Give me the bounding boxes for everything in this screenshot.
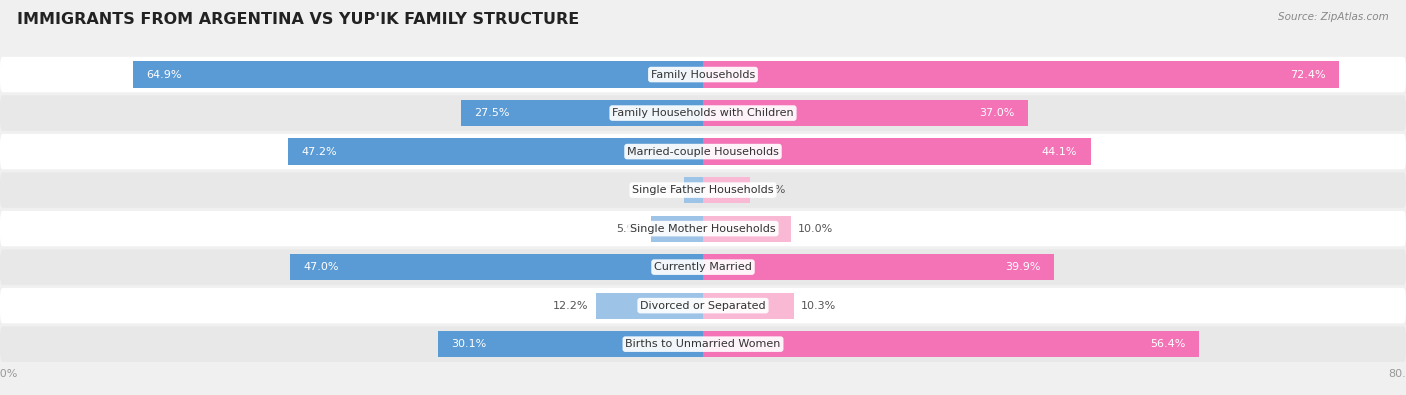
Text: Married-couple Households: Married-couple Households	[627, 147, 779, 156]
Text: Family Households with Children: Family Households with Children	[612, 108, 794, 118]
Text: Currently Married: Currently Married	[654, 262, 752, 272]
Text: 5.9%: 5.9%	[616, 224, 644, 233]
FancyBboxPatch shape	[0, 57, 1406, 92]
Text: Source: ZipAtlas.com: Source: ZipAtlas.com	[1278, 12, 1389, 22]
FancyBboxPatch shape	[0, 288, 1406, 324]
Text: 27.5%: 27.5%	[475, 108, 510, 118]
Text: IMMIGRANTS FROM ARGENTINA VS YUP'IK FAMILY STRUCTURE: IMMIGRANTS FROM ARGENTINA VS YUP'IK FAMI…	[17, 12, 579, 27]
Bar	[439, 331, 703, 357]
Text: 39.9%: 39.9%	[1005, 262, 1040, 272]
FancyBboxPatch shape	[0, 249, 1406, 285]
Text: 47.2%: 47.2%	[301, 147, 337, 156]
Text: 64.9%: 64.9%	[146, 70, 181, 79]
Bar	[703, 62, 1340, 88]
FancyBboxPatch shape	[0, 172, 1406, 208]
FancyBboxPatch shape	[0, 211, 1406, 246]
Text: Single Mother Households: Single Mother Households	[630, 224, 776, 233]
Bar	[703, 293, 793, 319]
Bar	[596, 293, 703, 319]
Text: 12.2%: 12.2%	[554, 301, 589, 310]
Bar	[288, 139, 703, 165]
Bar	[703, 216, 790, 242]
Text: 30.1%: 30.1%	[451, 339, 486, 349]
Text: 5.4%: 5.4%	[758, 185, 786, 195]
Bar	[703, 139, 1091, 165]
FancyBboxPatch shape	[0, 134, 1406, 169]
Text: 10.3%: 10.3%	[800, 301, 835, 310]
Bar	[683, 177, 703, 203]
Text: Family Households: Family Households	[651, 70, 755, 79]
Text: Births to Unmarried Women: Births to Unmarried Women	[626, 339, 780, 349]
Text: Single Father Households: Single Father Households	[633, 185, 773, 195]
FancyBboxPatch shape	[0, 95, 1406, 131]
Text: 47.0%: 47.0%	[304, 262, 339, 272]
Bar	[132, 62, 703, 88]
Bar	[651, 216, 703, 242]
Text: 37.0%: 37.0%	[980, 108, 1015, 118]
Bar	[703, 100, 1028, 126]
Text: Divorced or Separated: Divorced or Separated	[640, 301, 766, 310]
Text: 44.1%: 44.1%	[1042, 147, 1077, 156]
Bar	[461, 100, 703, 126]
Bar	[703, 254, 1053, 280]
Bar	[703, 331, 1198, 357]
Bar	[290, 254, 703, 280]
Text: 56.4%: 56.4%	[1150, 339, 1185, 349]
Text: 72.4%: 72.4%	[1291, 70, 1326, 79]
Text: 2.2%: 2.2%	[648, 185, 676, 195]
Bar	[703, 177, 751, 203]
Text: 10.0%: 10.0%	[799, 224, 834, 233]
FancyBboxPatch shape	[0, 326, 1406, 362]
